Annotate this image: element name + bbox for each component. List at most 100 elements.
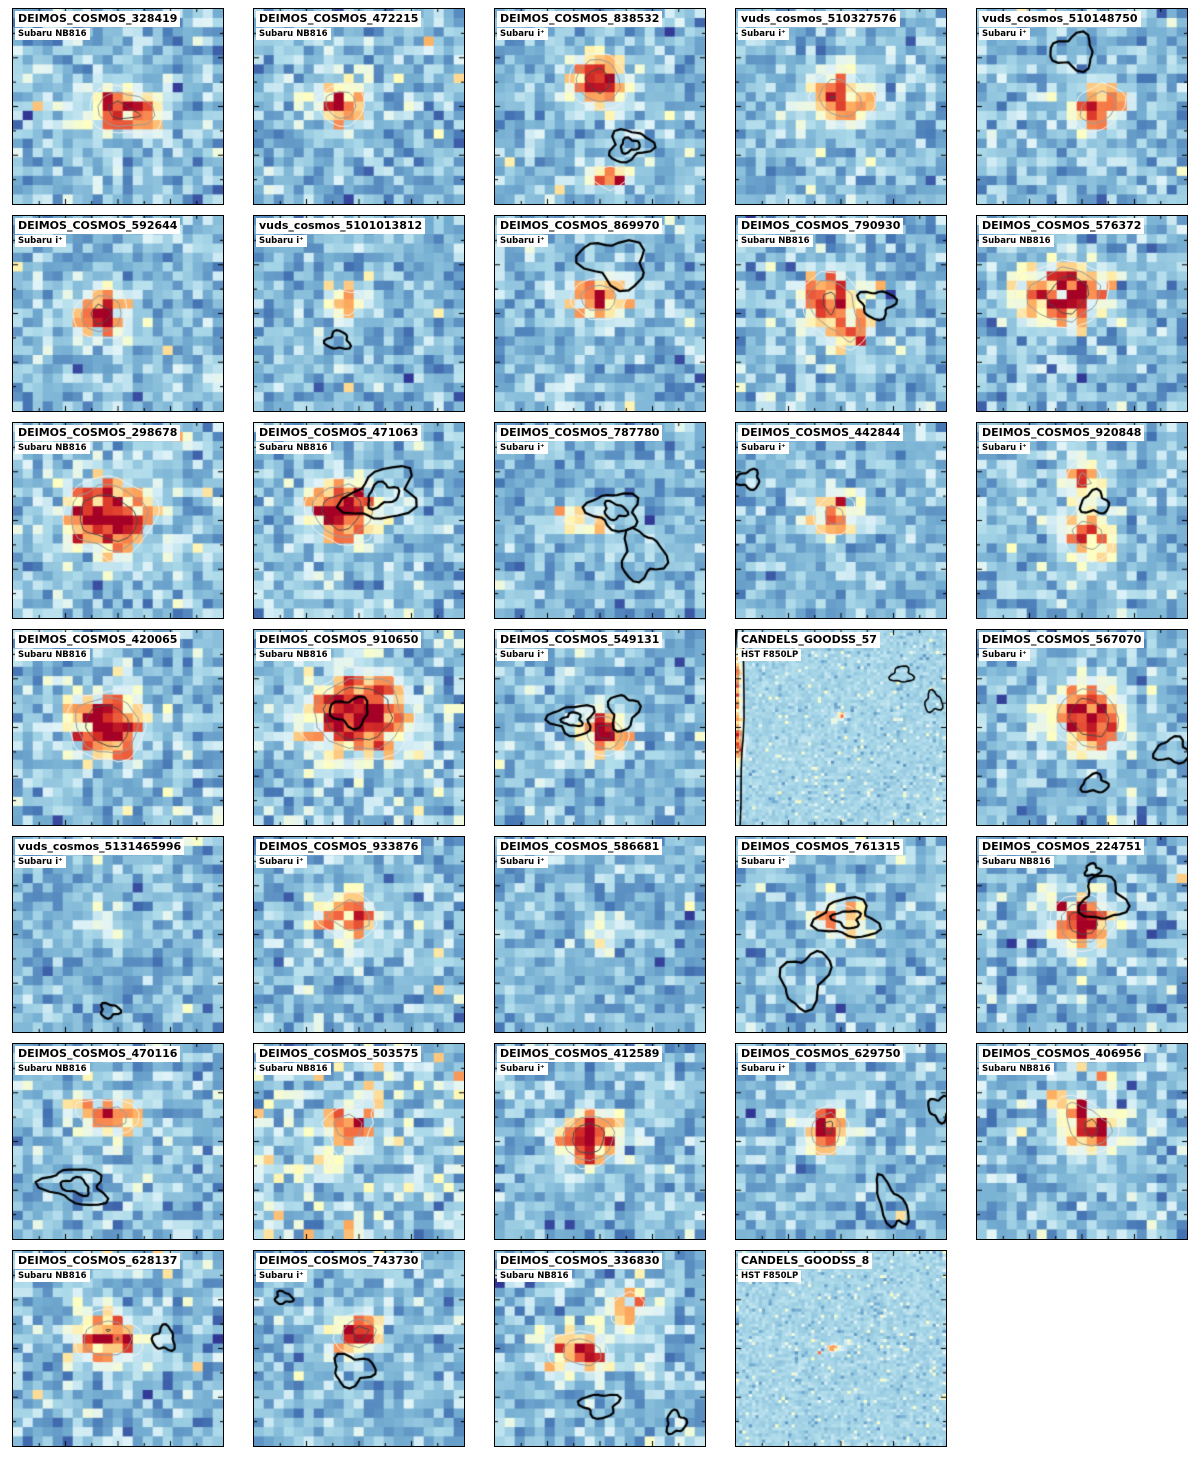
panel-band-label: Subaru i⁺ <box>256 235 307 248</box>
cutout-panel: DEIMOS_COSMOS_412589 Subaru i⁺ <box>494 1043 706 1240</box>
panel-title: DEIMOS_COSMOS_910650 <box>256 632 422 648</box>
panel-band-label: Subaru i⁺ <box>256 856 307 869</box>
cutout-image <box>736 423 946 618</box>
cutout-image <box>977 9 1187 204</box>
panel-band-label: Subaru NB816 <box>256 28 331 41</box>
cutout-panel: DEIMOS_COSMOS_787780 Subaru i⁺ <box>494 422 706 619</box>
panel-band-label: Subaru NB816 <box>497 1270 572 1283</box>
panel-title: DEIMOS_COSMOS_790930 <box>738 218 904 234</box>
cutout-image <box>495 423 705 618</box>
cutout-image <box>977 837 1187 1032</box>
panel-title: vuds_cosmos_5131465996 <box>15 839 185 855</box>
cutout-image <box>254 1251 464 1446</box>
panel-title: vuds_cosmos_510327576 <box>738 11 900 27</box>
panel-band-label: HST F850LP <box>738 649 802 662</box>
panel-title: DEIMOS_COSMOS_472215 <box>256 11 422 27</box>
cutout-image <box>495 9 705 204</box>
panel-title: DEIMOS_COSMOS_471063 <box>256 425 422 441</box>
panel-band-label: Subaru NB816 <box>979 235 1054 248</box>
panel-title: DEIMOS_COSMOS_787780 <box>497 425 663 441</box>
panel-title: DEIMOS_COSMOS_869970 <box>497 218 663 234</box>
cutout-panel: DEIMOS_COSMOS_628137 Subaru NB816 <box>12 1250 224 1447</box>
cutout-panel: DEIMOS_COSMOS_472215 Subaru NB816 <box>253 8 465 205</box>
cutout-image <box>13 630 223 825</box>
panel-title: DEIMOS_COSMOS_628137 <box>15 1253 181 1269</box>
cutout-image <box>254 9 464 204</box>
panel-title: DEIMOS_COSMOS_406956 <box>979 1046 1145 1062</box>
panel-title: DEIMOS_COSMOS_592644 <box>15 218 181 234</box>
panel-title: DEIMOS_COSMOS_503575 <box>256 1046 422 1062</box>
panel-title: DEIMOS_COSMOS_567070 <box>979 632 1145 648</box>
cutout-image <box>977 423 1187 618</box>
panel-band-label: Subaru i⁺ <box>497 856 548 869</box>
cutout-panel: DEIMOS_COSMOS_629750 Subaru i⁺ <box>735 1043 947 1240</box>
cutout-panel: vuds_cosmos_5131465996 Subaru i⁺ <box>12 836 224 1033</box>
panel-title: DEIMOS_COSMOS_420065 <box>15 632 181 648</box>
panel-band-label: Subaru i⁺ <box>738 856 789 869</box>
panel-title: DEIMOS_COSMOS_470116 <box>15 1046 181 1062</box>
panel-title: vuds_cosmos_5101013812 <box>256 218 426 234</box>
panel-title: DEIMOS_COSMOS_336830 <box>497 1253 663 1269</box>
cutout-image <box>13 423 223 618</box>
panel-title: DEIMOS_COSMOS_298678 <box>15 425 181 441</box>
cutout-panel: CANDELS_GOODSS_8 HST F850LP <box>735 1250 947 1447</box>
panel-band-label: Subaru i⁺ <box>497 28 548 41</box>
cutout-panel: DEIMOS_COSMOS_586681 Subaru i⁺ <box>494 836 706 1033</box>
panel-title: CANDELS_GOODSS_8 <box>738 1253 873 1269</box>
cutout-image <box>736 1251 946 1446</box>
cutout-image <box>254 837 464 1032</box>
cutout-panel: DEIMOS_COSMOS_576372 Subaru NB816 <box>976 215 1188 412</box>
panel-band-label: Subaru i⁺ <box>979 28 1030 41</box>
panel-band-label: Subaru NB816 <box>979 856 1054 869</box>
panel-band-label: Subaru NB816 <box>15 1063 90 1076</box>
cutout-image <box>495 1251 705 1446</box>
cutout-image <box>977 216 1187 411</box>
panel-band-label: Subaru i⁺ <box>15 235 66 248</box>
cutout-image <box>13 1044 223 1239</box>
cutout-image <box>977 630 1187 825</box>
cutout-panel: DEIMOS_COSMOS_933876 Subaru i⁺ <box>253 836 465 1033</box>
cutout-panel: DEIMOS_COSMOS_470116 Subaru NB816 <box>12 1043 224 1240</box>
cutout-image <box>13 216 223 411</box>
cutout-panel: DEIMOS_COSMOS_790930 Subaru NB816 <box>735 215 947 412</box>
panel-title: DEIMOS_COSMOS_224751 <box>979 839 1145 855</box>
panel-title: DEIMOS_COSMOS_328419 <box>15 11 181 27</box>
panel-band-label: Subaru i⁺ <box>979 442 1030 455</box>
cutout-image <box>254 423 464 618</box>
cutout-panel: vuds_cosmos_5101013812 Subaru i⁺ <box>253 215 465 412</box>
cutout-image <box>13 1251 223 1446</box>
cutout-panel: vuds_cosmos_510327576 Subaru i⁺ <box>735 8 947 205</box>
cutout-image <box>254 630 464 825</box>
cutout-panel: vuds_cosmos_510148750 Subaru i⁺ <box>976 8 1188 205</box>
panel-title: DEIMOS_COSMOS_761315 <box>738 839 904 855</box>
panel-band-label: Subaru i⁺ <box>497 235 548 248</box>
cutout-panel: DEIMOS_COSMOS_743730 Subaru i⁺ <box>253 1250 465 1447</box>
panel-band-label: Subaru NB816 <box>256 1063 331 1076</box>
panel-band-label: Subaru i⁺ <box>979 649 1030 662</box>
panel-band-label: Subaru NB816 <box>15 28 90 41</box>
panel-title: DEIMOS_COSMOS_743730 <box>256 1253 422 1269</box>
cutout-panel: DEIMOS_COSMOS_442844 Subaru i⁺ <box>735 422 947 619</box>
cutout-panel: DEIMOS_COSMOS_420065 Subaru NB816 <box>12 629 224 826</box>
panel-title: CANDELS_GOODSS_57 <box>738 632 880 648</box>
panel-band-label: Subaru NB816 <box>256 649 331 662</box>
cutout-panel: DEIMOS_COSMOS_549131 Subaru i⁺ <box>494 629 706 826</box>
cutout-image <box>736 9 946 204</box>
panel-band-label: Subaru i⁺ <box>15 856 66 869</box>
cutout-panel: DEIMOS_COSMOS_503575 Subaru NB816 <box>253 1043 465 1240</box>
panel-band-label: Subaru i⁺ <box>738 28 789 41</box>
panel-band-label: HST F850LP <box>738 1270 802 1283</box>
panel-band-label: Subaru i⁺ <box>256 1270 307 1283</box>
panel-band-label: Subaru i⁺ <box>497 649 548 662</box>
panel-title: DEIMOS_COSMOS_442844 <box>738 425 904 441</box>
panel-band-label: Subaru NB816 <box>738 235 813 248</box>
panel-band-label: Subaru i⁺ <box>738 442 789 455</box>
panel-band-label: Subaru NB816 <box>256 442 331 455</box>
panel-band-label: Subaru NB816 <box>15 1270 90 1283</box>
panel-title: DEIMOS_COSMOS_629750 <box>738 1046 904 1062</box>
cutout-image <box>13 9 223 204</box>
cutout-image <box>254 216 464 411</box>
cutout-image <box>495 1044 705 1239</box>
